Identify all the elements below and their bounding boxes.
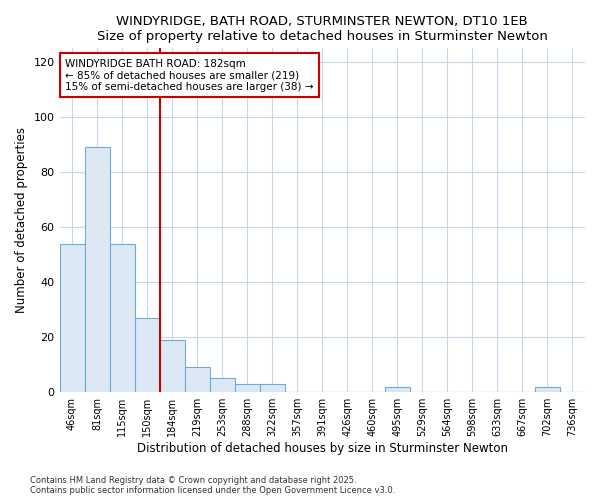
Text: Contains HM Land Registry data © Crown copyright and database right 2025.
Contai: Contains HM Land Registry data © Crown c… bbox=[30, 476, 395, 495]
Bar bbox=[535, 386, 560, 392]
Bar bbox=[110, 244, 134, 392]
Text: WINDYRIDGE BATH ROAD: 182sqm
← 85% of detached houses are smaller (219)
15% of s: WINDYRIDGE BATH ROAD: 182sqm ← 85% of de… bbox=[65, 58, 313, 92]
Title: WINDYRIDGE, BATH ROAD, STURMINSTER NEWTON, DT10 1EB
Size of property relative to: WINDYRIDGE, BATH ROAD, STURMINSTER NEWTO… bbox=[97, 15, 548, 43]
Bar bbox=[385, 386, 410, 392]
Bar bbox=[160, 340, 185, 392]
Bar bbox=[235, 384, 260, 392]
X-axis label: Distribution of detached houses by size in Sturminster Newton: Distribution of detached houses by size … bbox=[137, 442, 508, 455]
Y-axis label: Number of detached properties: Number of detached properties bbox=[15, 128, 28, 314]
Bar bbox=[260, 384, 285, 392]
Bar bbox=[85, 148, 110, 392]
Bar bbox=[185, 368, 209, 392]
Bar bbox=[209, 378, 235, 392]
Bar bbox=[134, 318, 160, 392]
Bar bbox=[59, 244, 85, 392]
